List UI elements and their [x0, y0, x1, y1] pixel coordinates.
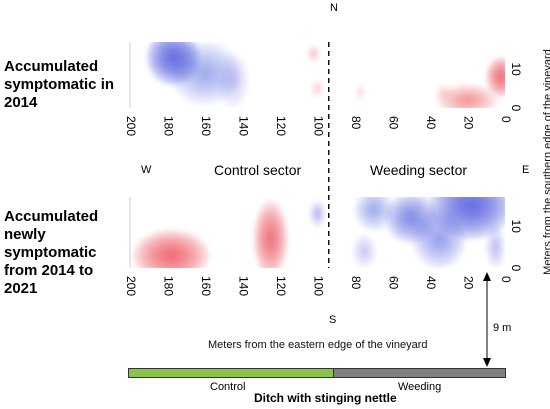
y-tick-label: 0	[509, 105, 523, 112]
contour-level	[362, 248, 367, 255]
y-tick-label: 10	[509, 220, 523, 234]
contour-level	[464, 199, 479, 211]
ditch-label: Ditch with stinging nettle	[254, 391, 397, 405]
distance-label: 9 m	[493, 322, 512, 334]
x-tick-label: 180	[161, 276, 175, 296]
weeding-strip-label: Weeding	[398, 381, 442, 393]
panel-1-label-line: 2014	[4, 94, 38, 111]
east-label: E	[522, 164, 530, 176]
contour-level	[312, 52, 315, 55]
contour-level	[199, 67, 211, 79]
x-tick-label: 120	[274, 116, 288, 136]
panel-2-label-line: Accumulated	[4, 208, 99, 225]
contour-level	[462, 97, 473, 103]
control-strip-label: Control	[210, 381, 246, 393]
x-axis-title: Meters from the eastern edge of the vine…	[208, 339, 428, 351]
heatmap-contours	[146, 42, 505, 108]
x-tick-label: 140	[236, 276, 250, 296]
contour-level	[316, 87, 319, 90]
panel-2-label-line: newly	[4, 226, 46, 243]
heatmap-contours	[133, 197, 505, 268]
x-tick-label: 20	[461, 276, 475, 290]
contour-level	[165, 251, 178, 260]
north-label: N	[330, 2, 338, 14]
x-tick-label: 100	[311, 116, 325, 136]
x-tick-label: 200	[124, 116, 138, 136]
x-tick-label: 140	[236, 116, 250, 136]
x-tick-label: 180	[161, 116, 175, 136]
x-tick-label: 40	[424, 276, 438, 290]
contour-level	[494, 243, 498, 251]
x-tick-label: 160	[199, 276, 213, 296]
x-tick-label: 60	[386, 116, 400, 130]
control-sector-label: Control sector	[214, 162, 302, 178]
x-tick-label: 200	[124, 276, 138, 296]
control-strip	[128, 368, 334, 378]
contour-level	[359, 91, 362, 94]
panel-2-label-line: symptomatic	[4, 244, 97, 261]
contour-level	[406, 213, 416, 223]
x-tick-label: 80	[349, 116, 363, 130]
chart-overlay	[328, 42, 491, 367]
panel-2-label-line: 2021	[4, 280, 38, 297]
contour-level	[267, 232, 274, 246]
contour-level	[316, 211, 319, 216]
y-axis-title: Meters from the southern edge of the vin…	[542, 49, 550, 275]
panel-2-label-line: from 2014 to	[4, 262, 94, 279]
panel-2-label: Accumulated newly symptomatic from 2014 …	[4, 208, 98, 298]
weeding-strip	[333, 368, 506, 378]
panel-1-label-line: symptomatic in	[4, 76, 115, 93]
distance-arrow	[483, 272, 491, 367]
y-tick-label: 0	[509, 265, 523, 272]
x-tick-label: 40	[424, 116, 438, 130]
panel-1-label: Accumulated symptomatic in 2014	[4, 58, 114, 112]
contour-level	[230, 76, 236, 86]
weeding-sector-label: Weeding sector	[370, 162, 468, 178]
x-tick-label: 160	[199, 116, 213, 136]
panel-1-label-line: Accumulated	[4, 58, 99, 75]
y-tick-label: 10	[509, 62, 523, 76]
contour-level	[435, 233, 444, 244]
x-tick-label: 80	[349, 276, 363, 290]
contour-level	[370, 206, 377, 214]
x-tick-label: 100	[311, 276, 325, 296]
contour-level	[441, 91, 445, 94]
west-label: W	[141, 164, 152, 176]
x-tick-label: 0	[499, 276, 513, 283]
contour-level	[498, 73, 504, 81]
x-tick-label: 20	[461, 116, 475, 130]
south-label: S	[329, 314, 337, 326]
x-tick-label: 0	[499, 116, 513, 123]
x-tick-label: 60	[386, 276, 400, 290]
x-tick-label: 120	[274, 276, 288, 296]
